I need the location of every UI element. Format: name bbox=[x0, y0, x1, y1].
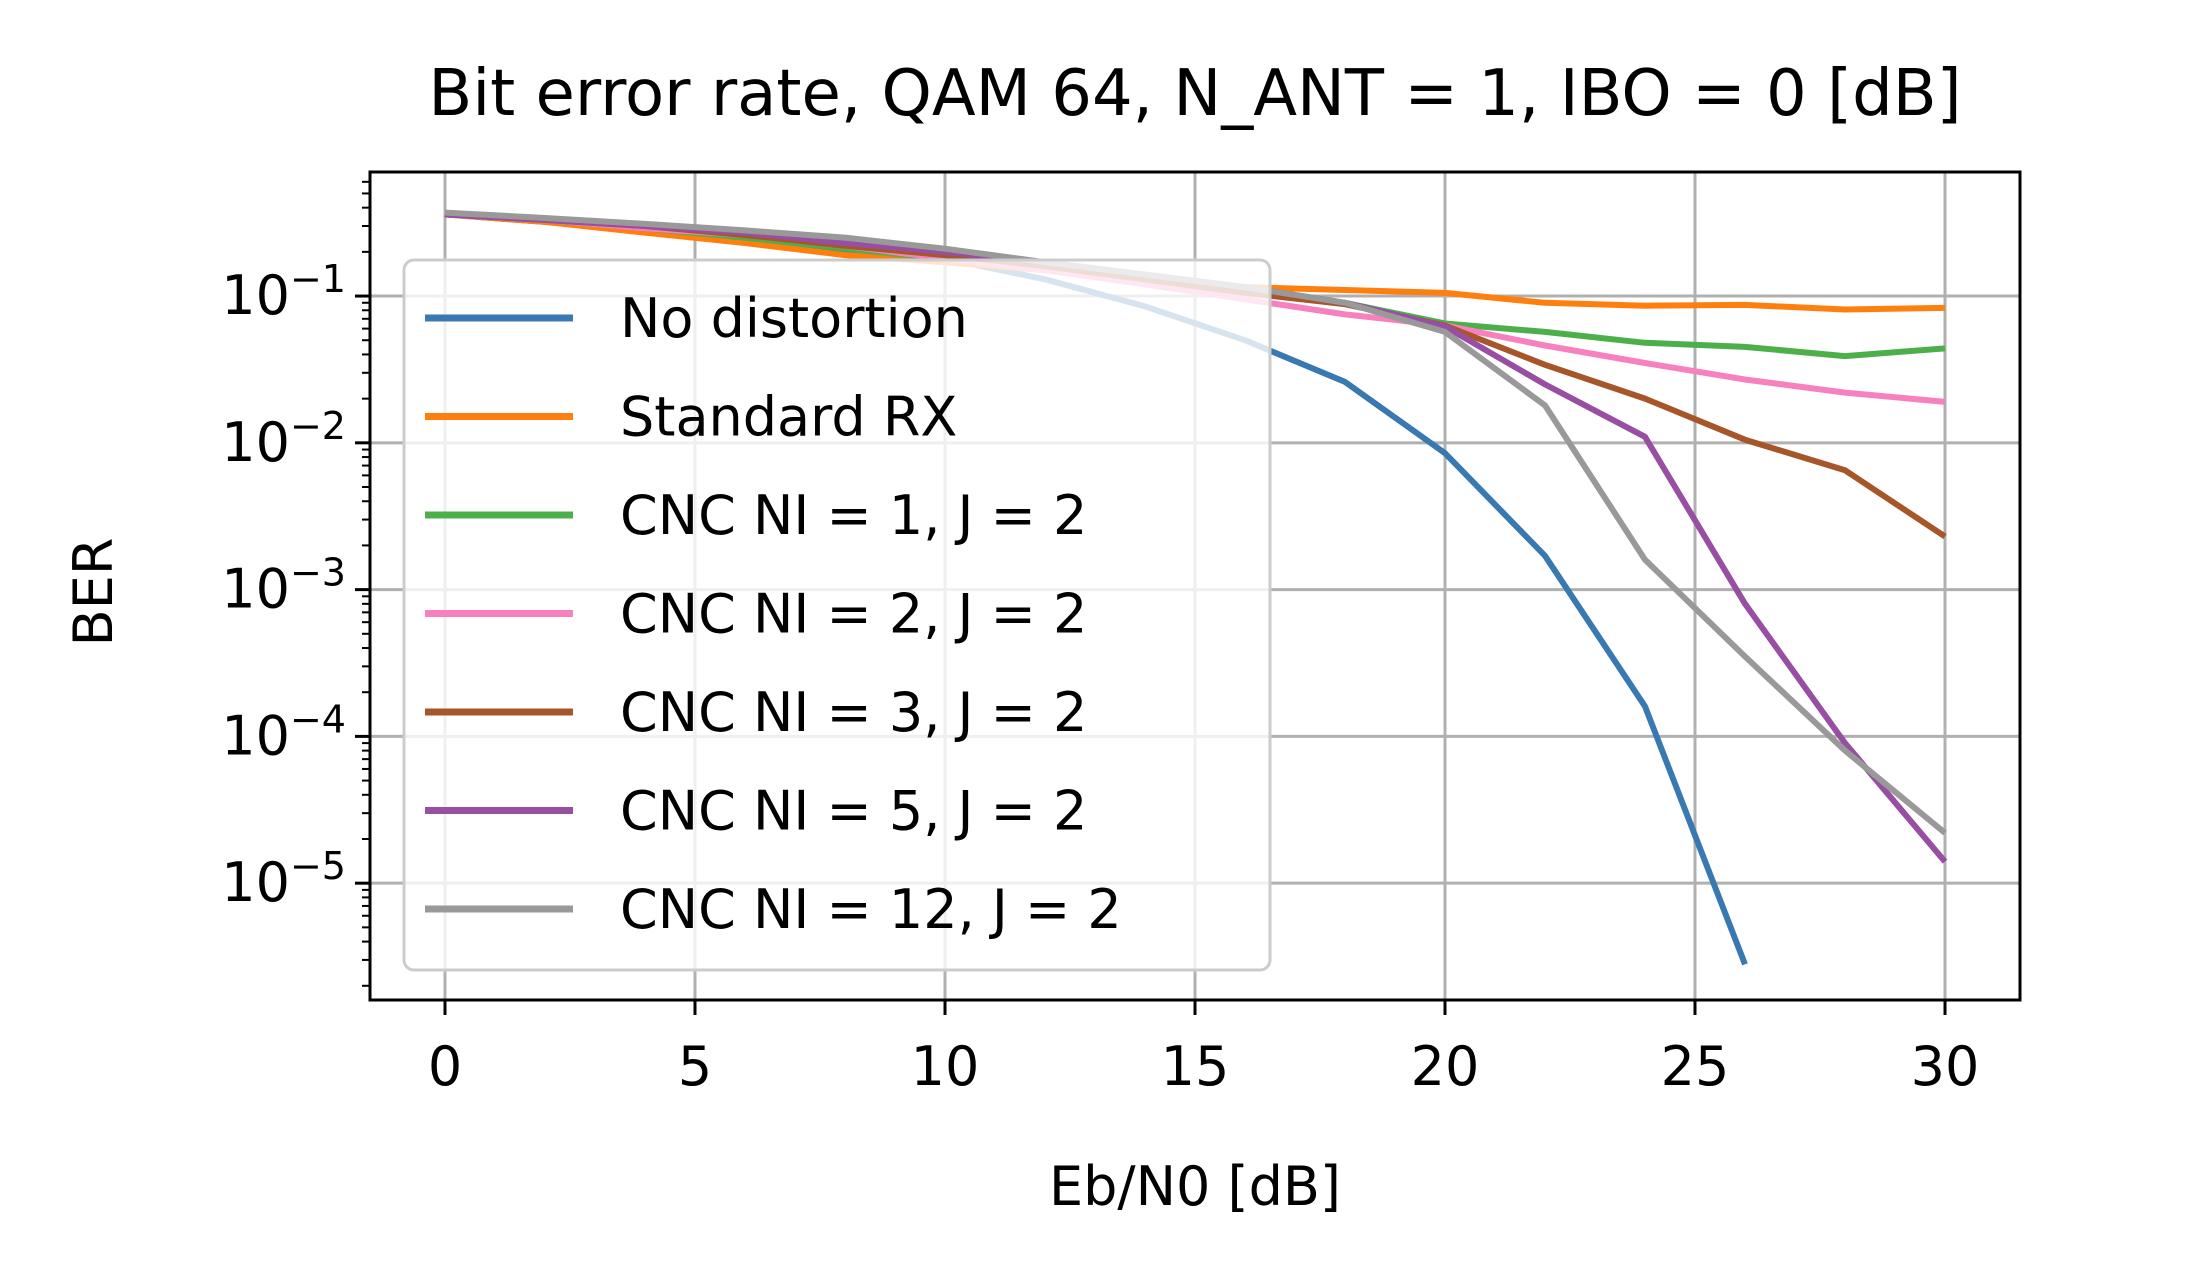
chart-title: Bit error rate, QAM 64, N_ANT = 1, IBO =… bbox=[428, 57, 1961, 131]
x-tick-label: 15 bbox=[1161, 1035, 1230, 1098]
legend-label: CNC NI = 2, J = 2 bbox=[620, 583, 1087, 646]
y-tick-label: 10−2 bbox=[221, 404, 346, 474]
legend-label: CNC NI = 1, J = 2 bbox=[620, 484, 1087, 547]
legend: No distortion Standard RX CNC NI = 1, J = … bbox=[402, 258, 1272, 972]
y-axis-label: BER bbox=[62, 538, 125, 647]
legend-label: CNC NI = 5, J = 2 bbox=[620, 780, 1087, 843]
legend-label: No distortion bbox=[620, 287, 968, 350]
x-tick-label: 30 bbox=[1911, 1035, 1980, 1098]
legend-label: CNC NI = 12, J = 2 bbox=[620, 878, 1122, 941]
x-axis-label: Eb/N0 [dB] bbox=[1049, 1155, 1341, 1218]
x-tick-label: 0 bbox=[428, 1035, 462, 1098]
y-tick-label: 10−4 bbox=[221, 697, 346, 767]
legend-box bbox=[402, 258, 1272, 972]
x-tick-label: 25 bbox=[1661, 1035, 1730, 1098]
y-tick-label: 10−1 bbox=[221, 257, 346, 327]
legend-label: CNC NI = 3, J = 2 bbox=[620, 681, 1087, 744]
legend-label: Standard RX bbox=[620, 386, 957, 449]
x-axis-ticks: 0 5 10 15 20 25 30 bbox=[428, 1000, 1980, 1098]
x-tick-label: 20 bbox=[1411, 1035, 1480, 1098]
x-tick-label: 5 bbox=[678, 1035, 712, 1098]
x-tick-label: 10 bbox=[911, 1035, 980, 1098]
y-tick-label: 10−5 bbox=[221, 844, 346, 914]
y-tick-label: 10−3 bbox=[221, 551, 346, 621]
y-axis-ticks: 10−1 10−2 10−3 10−4 10−5 bbox=[221, 180, 370, 987]
